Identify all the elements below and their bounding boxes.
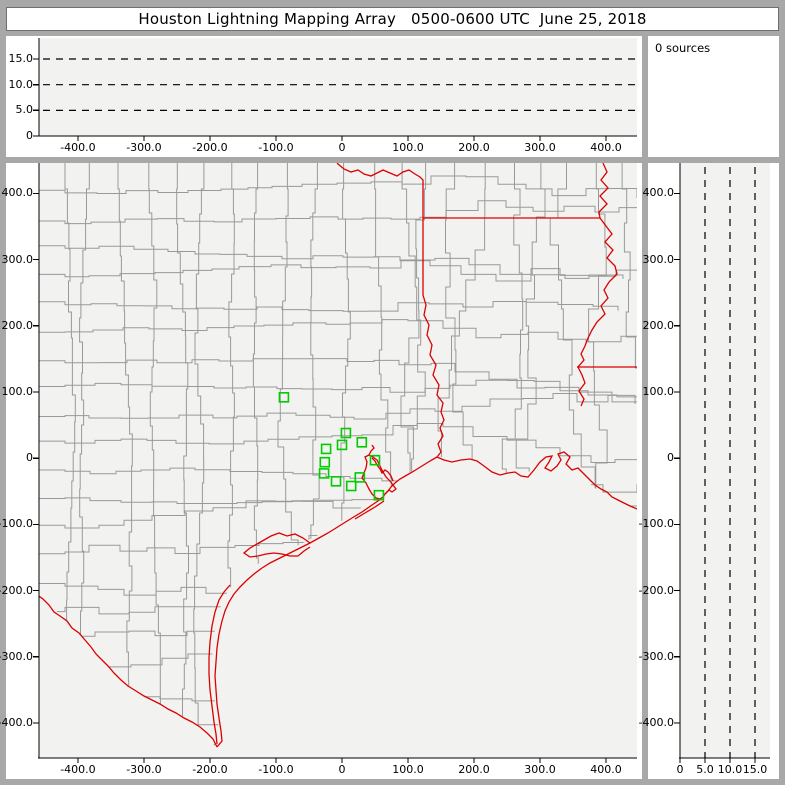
y-tick-label: 0 <box>667 451 674 465</box>
x-tick-label: -400.0 <box>60 141 96 154</box>
x-tick-label: -200.0 <box>192 763 228 776</box>
page-title: Houston Lightning Mapping Array 0500-060… <box>138 10 647 28</box>
y-tick-label: 200.0 <box>642 318 675 332</box>
y-tick-label: -200.0 <box>638 583 674 597</box>
x-tick-label: -300.0 <box>126 763 162 776</box>
y-tick-label: -400.0 <box>638 715 674 729</box>
x-tick-label: 100.0 <box>392 763 424 776</box>
x-tick-label: 0 <box>338 763 346 776</box>
y-tick-label: 15.0 <box>8 52 34 66</box>
x-tick-label: 10.0 <box>717 763 743 776</box>
x-tick-label: 15.0 <box>742 763 768 776</box>
x-tick-label: 400.0 <box>590 763 622 776</box>
x-tick-label: -100.0 <box>258 763 294 776</box>
title-bar: Houston Lightning Mapping Array 0500-060… <box>6 7 779 31</box>
x-tick-label: -100.0 <box>258 141 294 154</box>
y-tick-label: 300.0 <box>642 252 675 266</box>
y-tick-label: 300.0 <box>1 252 34 266</box>
y-tick-label: 0 <box>26 451 33 465</box>
sources-count-label: 0 sources <box>655 41 711 55</box>
x-tick-label: 0 <box>338 141 346 154</box>
y-tick-label: -100.0 <box>0 517 33 531</box>
x-tick-label: 100.0 <box>392 141 424 154</box>
plan-view-map-panel[interactable] <box>6 163 642 779</box>
x-tick-label: -200.0 <box>192 141 228 154</box>
y-tick-label: -300.0 <box>0 649 33 663</box>
y-tick-label: -400.0 <box>0 715 33 729</box>
x-tick-label: -400.0 <box>60 763 96 776</box>
y-tick-label: 5.0 <box>15 103 34 117</box>
y-tick-label: 10.0 <box>8 77 34 91</box>
y-tick-label: -200.0 <box>0 583 33 597</box>
y-tick-label: 200.0 <box>1 318 34 332</box>
sources-count-panel: 0 sources <box>648 36 779 157</box>
y-tick-label: 400.0 <box>1 186 34 200</box>
x-tick-label: 300.0 <box>524 141 556 154</box>
x-tick-label: 200.0 <box>458 141 490 154</box>
x-tick-label: 200.0 <box>458 763 490 776</box>
y-tick-label: 400.0 <box>642 186 675 200</box>
x-tick-label: -300.0 <box>126 141 162 154</box>
y-tick-label: -300.0 <box>638 649 674 663</box>
x-tick-label: 0 <box>676 763 684 776</box>
x-tick-label: 400.0 <box>590 141 622 154</box>
y-tick-label: 100.0 <box>642 384 675 398</box>
y-tick-label: 0 <box>26 129 33 142</box>
x-tick-label: 300.0 <box>524 763 556 776</box>
ew-altitude-panel[interactable] <box>6 36 642 157</box>
y-tick-label: 100.0 <box>1 384 34 398</box>
y-tick-label: -100.0 <box>638 517 674 531</box>
x-tick-label: 5.0 <box>696 763 714 776</box>
